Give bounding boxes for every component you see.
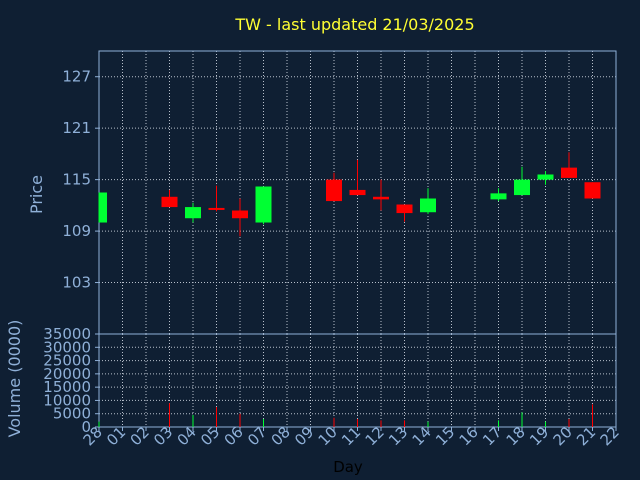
candle bbox=[537, 171, 554, 185]
volume-tick-label: 35000 bbox=[43, 325, 91, 343]
candle-body bbox=[584, 182, 601, 199]
candle-body bbox=[161, 196, 178, 208]
candle bbox=[98, 192, 107, 223]
candle bbox=[420, 188, 436, 214]
candle-body bbox=[232, 210, 248, 219]
candle-body bbox=[537, 174, 554, 180]
candle-body bbox=[514, 179, 530, 196]
candle bbox=[185, 202, 201, 223]
candle-body bbox=[99, 192, 107, 223]
candle-body bbox=[326, 179, 342, 202]
volume-tick-label: 30000 bbox=[43, 338, 91, 356]
candle bbox=[349, 159, 366, 196]
price-axis-label: Price bbox=[27, 175, 46, 214]
volume-tick-label: 10000 bbox=[43, 391, 91, 409]
price-tick-label: 115 bbox=[62, 171, 91, 189]
price-tick-label: 109 bbox=[62, 222, 91, 240]
candle bbox=[326, 172, 342, 202]
candle bbox=[561, 152, 577, 178]
x-axis: 2801020304050607080910111213141516171819… bbox=[80, 423, 623, 476]
candle-body bbox=[373, 196, 389, 200]
volume-tick-label: 5000 bbox=[53, 405, 91, 423]
volume-tick-label: 0 bbox=[81, 418, 91, 436]
candle-body bbox=[349, 189, 366, 196]
candle bbox=[373, 179, 389, 211]
candle-body bbox=[561, 167, 577, 178]
candle-body bbox=[420, 198, 436, 213]
candle bbox=[396, 204, 413, 222]
candle-body bbox=[490, 193, 507, 200]
volume-tick-label: 15000 bbox=[43, 378, 91, 396]
chart-title: TW - last updated 21/03/2025 bbox=[234, 15, 474, 34]
candle-body bbox=[208, 207, 225, 210]
candle-body bbox=[255, 186, 272, 223]
volume-axis-label: Volume (0000) bbox=[5, 320, 24, 438]
volume-plot-frame bbox=[98, 333, 617, 428]
candle bbox=[232, 198, 248, 237]
candle bbox=[514, 166, 530, 196]
candle bbox=[208, 185, 225, 212]
volume-tick-label: 25000 bbox=[43, 352, 91, 370]
candle-body bbox=[185, 207, 201, 219]
candle bbox=[161, 189, 178, 208]
candle bbox=[255, 186, 272, 225]
price-tick-label: 103 bbox=[62, 274, 91, 292]
x-axis-label: Day bbox=[333, 458, 363, 476]
price-tick-label: 127 bbox=[62, 68, 91, 86]
price-tick-label: 121 bbox=[62, 119, 91, 137]
candle-body bbox=[396, 204, 413, 214]
price-panel: 103 109 115 121 127 Price bbox=[27, 50, 617, 335]
volume-tick-label: 20000 bbox=[43, 365, 91, 383]
candle bbox=[584, 182, 601, 199]
candle bbox=[490, 188, 507, 202]
